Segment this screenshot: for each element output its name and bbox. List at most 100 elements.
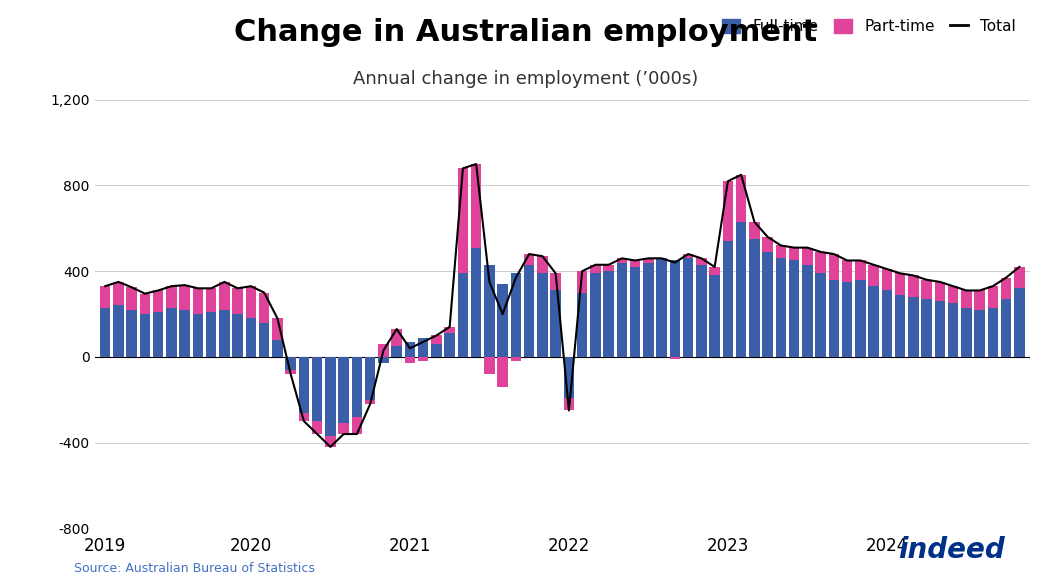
Bar: [405, 342, 415, 357]
Bar: [974, 291, 985, 310]
Bar: [523, 265, 535, 357]
Bar: [152, 312, 164, 357]
Bar: [272, 340, 283, 357]
Bar: [563, 357, 574, 397]
Bar: [551, 274, 561, 291]
Bar: [418, 357, 429, 361]
Bar: [405, 357, 415, 363]
Bar: [842, 282, 852, 357]
Bar: [232, 288, 243, 314]
Bar: [114, 282, 124, 305]
Bar: [776, 258, 786, 357]
Bar: [378, 357, 389, 363]
Bar: [657, 258, 667, 357]
Bar: [816, 252, 826, 274]
Bar: [537, 256, 548, 274]
Bar: [683, 254, 694, 258]
Bar: [1014, 267, 1025, 288]
Bar: [723, 181, 734, 241]
Bar: [908, 297, 919, 357]
Bar: [669, 357, 680, 359]
Bar: [577, 271, 588, 293]
Bar: [643, 258, 654, 262]
Bar: [445, 333, 455, 357]
Bar: [683, 258, 694, 357]
Bar: [617, 262, 627, 357]
Bar: [286, 370, 296, 374]
Bar: [365, 357, 375, 400]
Legend: Full-time, Part-time, Total: Full-time, Part-time, Total: [716, 13, 1023, 41]
Bar: [338, 423, 349, 434]
Bar: [114, 305, 124, 357]
Bar: [894, 295, 906, 357]
Bar: [948, 286, 959, 303]
Bar: [749, 222, 760, 239]
Bar: [789, 248, 800, 261]
Bar: [126, 287, 137, 310]
Bar: [736, 222, 746, 357]
Bar: [563, 397, 574, 410]
Bar: [894, 274, 906, 295]
Bar: [471, 164, 481, 248]
Bar: [246, 318, 256, 357]
Text: indeed: indeed: [898, 535, 1005, 564]
Bar: [762, 237, 772, 252]
Bar: [246, 286, 256, 318]
Bar: [325, 436, 335, 447]
Bar: [630, 267, 640, 357]
Bar: [485, 357, 495, 374]
Bar: [1001, 278, 1011, 299]
Bar: [378, 344, 389, 357]
Bar: [485, 265, 495, 357]
Bar: [696, 265, 706, 357]
Bar: [908, 275, 919, 297]
Bar: [325, 357, 335, 436]
Bar: [100, 286, 110, 308]
Bar: [180, 285, 190, 310]
Bar: [352, 417, 363, 434]
Bar: [922, 280, 932, 299]
Text: Annual change in employment (’000s): Annual change in employment (’000s): [353, 70, 698, 89]
Text: Source: Australian Bureau of Statistics: Source: Australian Bureau of Statistics: [74, 562, 314, 575]
Bar: [497, 284, 508, 357]
Bar: [219, 282, 230, 310]
Bar: [922, 299, 932, 357]
Bar: [497, 357, 508, 387]
Bar: [643, 262, 654, 357]
Bar: [445, 327, 455, 333]
Bar: [603, 271, 614, 357]
Bar: [961, 308, 972, 357]
Bar: [856, 280, 866, 357]
Bar: [736, 175, 746, 222]
Bar: [776, 245, 786, 258]
Bar: [988, 308, 998, 357]
Bar: [577, 293, 588, 357]
Bar: [1001, 299, 1011, 357]
Bar: [868, 265, 879, 286]
Bar: [523, 254, 535, 265]
Bar: [1014, 288, 1025, 357]
Bar: [259, 323, 269, 357]
Bar: [152, 291, 164, 312]
Bar: [828, 254, 839, 280]
Bar: [630, 261, 640, 267]
Bar: [802, 265, 812, 357]
Bar: [948, 303, 959, 357]
Bar: [391, 329, 401, 346]
Bar: [749, 239, 760, 357]
Bar: [338, 357, 349, 423]
Bar: [709, 275, 720, 357]
Bar: [669, 261, 680, 357]
Bar: [882, 269, 892, 291]
Bar: [471, 248, 481, 357]
Bar: [100, 308, 110, 357]
Bar: [696, 258, 706, 265]
Bar: [457, 274, 468, 357]
Bar: [418, 338, 429, 357]
Bar: [762, 252, 772, 357]
Bar: [828, 280, 839, 357]
Bar: [431, 344, 441, 357]
Bar: [286, 357, 296, 370]
Bar: [166, 308, 177, 357]
Bar: [206, 288, 217, 312]
